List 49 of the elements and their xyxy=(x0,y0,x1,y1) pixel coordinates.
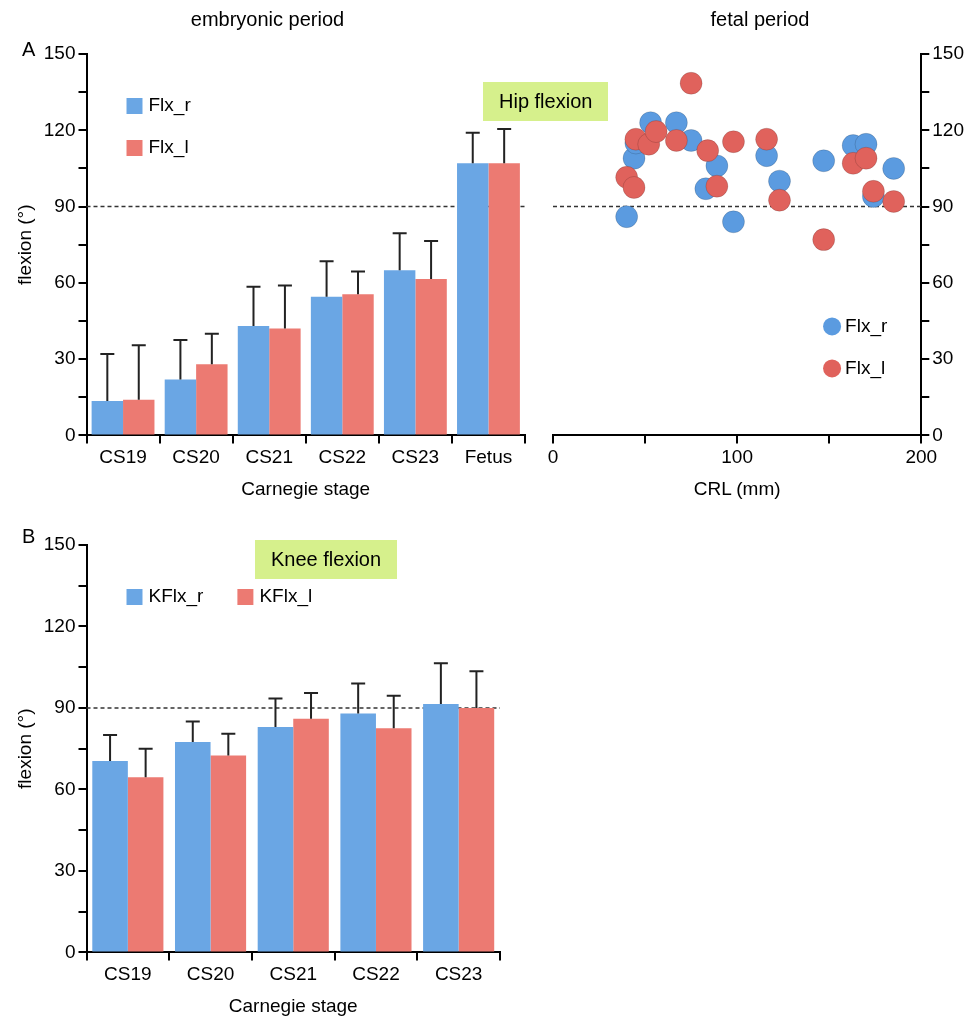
annotation: Knee flexion xyxy=(255,540,398,579)
y-tick-label: 90 xyxy=(54,194,76,216)
x-tick-label: CS21 xyxy=(245,446,293,468)
y-tick-label: 0 xyxy=(932,423,943,445)
x-axis-title: CRL (mm) xyxy=(693,477,781,499)
x-axis-title: Carnegie stage xyxy=(241,477,371,499)
legend-label: KFlx_r xyxy=(148,585,205,608)
y-tick-label: 150 xyxy=(43,533,76,555)
y-tick-label: 0 xyxy=(64,423,76,445)
y-tick-label: 0 xyxy=(64,940,76,962)
legend-label: Flx_l xyxy=(148,136,189,159)
x-tick-label: CS20 xyxy=(172,446,220,468)
x-tick-label: CS21 xyxy=(269,963,318,985)
text: A xyxy=(22,38,36,61)
x-tick-label: CS20 xyxy=(186,963,235,985)
y-tick-label: 150 xyxy=(932,42,964,64)
x-tick-label: 100 xyxy=(721,446,753,468)
chart-title: embryonic period xyxy=(190,7,345,30)
x-tick-label: CS22 xyxy=(352,963,400,985)
y-axis-title: flexion (°) xyxy=(13,708,35,789)
y-tick-label: 60 xyxy=(54,271,76,293)
annotation: Hip flexion xyxy=(483,82,609,121)
legend-label: Flx_r xyxy=(845,314,888,337)
y-tick-label: 120 xyxy=(43,614,76,636)
y-tick-label: 120 xyxy=(932,118,964,140)
chart-title: fetal period xyxy=(710,7,810,30)
y-tick-label: 90 xyxy=(932,194,954,216)
text: B xyxy=(22,525,36,548)
x-tick-label: CS23 xyxy=(391,446,440,468)
x-tick-label: 0 xyxy=(547,446,559,468)
x-tick-label: CS19 xyxy=(104,963,152,985)
legend-label: Flx_r xyxy=(148,94,192,117)
x-tick-label: CS23 xyxy=(434,963,483,985)
y-tick-label: 90 xyxy=(54,696,76,718)
x-tick-label: CS22 xyxy=(318,446,367,468)
y-tick-label: 60 xyxy=(932,271,954,293)
y-tick-label: 30 xyxy=(54,859,76,881)
x-tick-label: Fetus xyxy=(464,446,513,468)
y-tick-label: 120 xyxy=(43,118,76,140)
x-tick-label: CS19 xyxy=(99,446,147,468)
y-tick-label: 30 xyxy=(54,347,76,369)
legend-label: Flx_l xyxy=(845,356,886,379)
y-tick-label: 60 xyxy=(54,777,76,799)
x-axis-title: Carnegie stage xyxy=(228,994,358,1016)
y-axis-title: flexion (°) xyxy=(13,204,35,285)
y-tick-label: 150 xyxy=(43,42,76,64)
legend-label: KFlx_l xyxy=(259,585,313,608)
x-tick-label: 200 xyxy=(905,446,938,468)
y-tick-label: 30 xyxy=(932,347,954,369)
